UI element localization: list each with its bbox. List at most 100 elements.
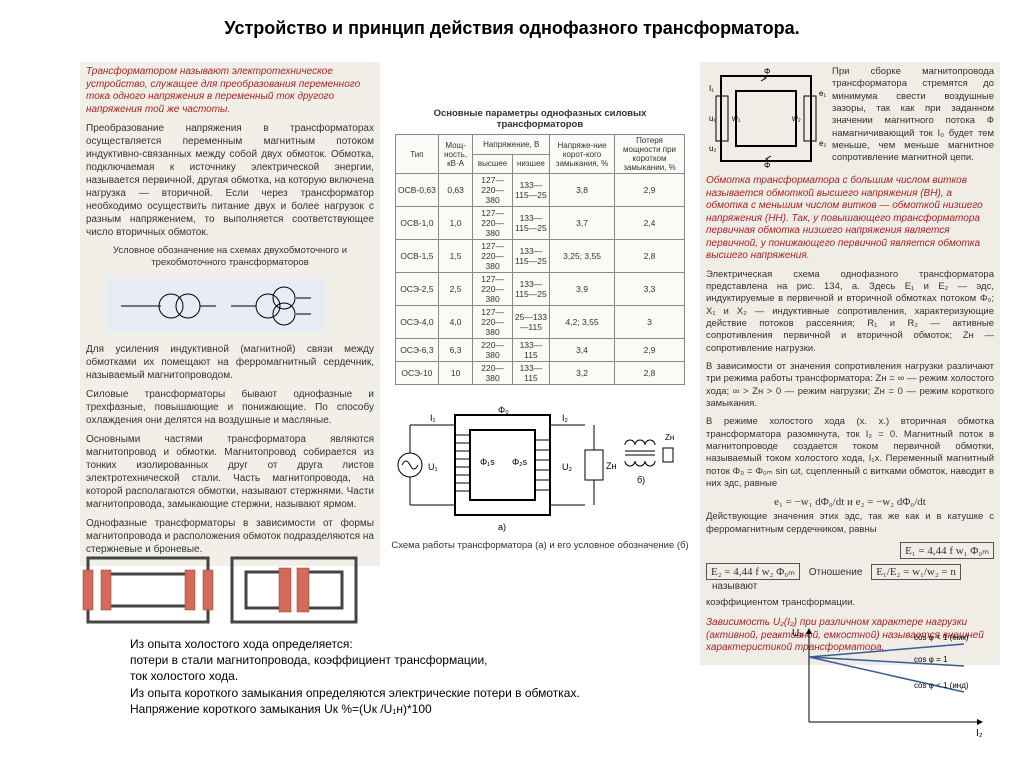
table-cell: 2,8 [615, 362, 685, 385]
svg-text:cos φ = 1: cos φ = 1 [914, 655, 948, 664]
symbol-caption: Условное обозначение на схемах двухобмот… [86, 245, 374, 270]
table-cell: 3,2 [550, 362, 615, 385]
page-title: Устройство и принцип действия однофазног… [0, 0, 1024, 47]
th-type: Тип [396, 135, 439, 174]
table-cell: 133—115—25 [512, 240, 549, 273]
table-cell: ОСЭ-4,0 [396, 306, 439, 339]
svg-text:Φ₁s: Φ₁s [480, 457, 495, 467]
table-cell: 133—115 [512, 339, 549, 362]
svg-text:а): а) [498, 522, 506, 532]
table-cell: 220—380 [473, 339, 512, 362]
svg-text:I₁: I₁ [430, 413, 436, 423]
th-lv: низшее [512, 154, 549, 174]
para-r5: Действующие значения этих эдс, так же ка… [706, 511, 994, 536]
th-voltage: Напряжение, В [473, 135, 550, 155]
svg-text:I₁: I₁ [709, 84, 714, 93]
ratio-label-a: Отношение [809, 567, 863, 578]
definition-red: Трансформатором называют электротехничес… [86, 66, 374, 116]
svg-text:e₂: e₂ [819, 139, 826, 148]
svg-text:cos φ < 1 (инд): cos φ < 1 (инд) [914, 681, 969, 690]
para-r2: Электрическая схема однофазного трансфор… [706, 269, 994, 355]
th-hv: высшее [473, 154, 512, 174]
table-cell: 2,9 [615, 339, 685, 362]
params-table: Тип Мощ-ность, кВ·А Напряжение, В Напряж… [395, 134, 685, 385]
note-l2: потери в стали магнитопровода, коэффицие… [130, 652, 600, 668]
table-cell: 3,8 [550, 174, 615, 207]
table-cell: 127—220—380 [473, 240, 512, 273]
svg-text:I₂: I₂ [976, 728, 983, 739]
table-cell: ОСВ-0,63 [396, 174, 439, 207]
svg-text:u₂: u₂ [709, 144, 717, 153]
table-cell: 127—220—380 [473, 207, 512, 240]
table-cell: 133—115—25 [512, 273, 549, 306]
svg-text:u₁: u₁ [709, 114, 716, 123]
table-row: ОСЭ-4,04,0127—220—38025—133—1154,2; 3,55… [396, 306, 685, 339]
column-middle: Основные параметры однофазных силовых тр… [390, 108, 690, 551]
note-l3: ток холостого хода. [130, 668, 600, 684]
red-hv-lv: Обмотка трансформатора с большим числом … [706, 175, 994, 263]
svg-text:Φ₀: Φ₀ [498, 405, 509, 415]
table-row: ОСВ-1,51,5127—220—380133—115—253,25; 3,5… [396, 240, 685, 273]
para-r1: При сборке магнитопровода трансформатора… [832, 66, 994, 165]
para-r7: коэффициентом трансформации. [706, 597, 994, 609]
table-cell: 6,3 [438, 339, 473, 362]
svg-text:I₂: I₂ [562, 413, 569, 423]
column-left: Трансформатором называют электротехничес… [80, 62, 380, 566]
table-cell: ОСЭ-10 [396, 362, 439, 385]
table-cell: 3,9 [550, 273, 615, 306]
svg-text:Zн: Zн [665, 433, 674, 442]
table-cell: 25—133—115 [512, 306, 549, 339]
formula-ratio: E₁/E₂ = w₁/w₂ = n [871, 564, 961, 580]
table-cell: 1,5 [438, 240, 473, 273]
note-l1: Из опыта холостого хода определяется: [130, 636, 600, 652]
table-cell: 127—220—380 [473, 174, 512, 207]
ratio-label-b: называют [712, 581, 757, 592]
table-cell: 1,0 [438, 207, 473, 240]
svg-text:б): б) [637, 475, 645, 485]
column-right: I₁ u₁ u₂ w₁ w₂ e₁ e₂ Φ Φ При сборке магн… [700, 62, 1000, 665]
para-1: Преобразование напряжения в трансформато… [86, 122, 374, 239]
table-cell: 127—220—380 [473, 273, 512, 306]
external-characteristic-graph: U₂ I₂ cos φ < 1 (емк) cos φ = 1 cos φ < … [784, 622, 994, 742]
para-2: Для усиления индуктивной (магнитной) свя… [86, 343, 374, 382]
table-row: ОСЭ-6,36,3220—380133—1153,42,9 [396, 339, 685, 362]
table-row: ОСЭ-2,52,5127—220—380133—115—253,93,3 [396, 273, 685, 306]
para-4: Основными частями трансформатора являютс… [86, 433, 374, 511]
table-cell: 133—115—25 [512, 207, 549, 240]
table-cell: 3,7 [550, 207, 615, 240]
note-l4: Из опыта короткого замыкания определяютс… [130, 685, 600, 701]
table-cell: 4,0 [438, 306, 473, 339]
svg-text:w₁: w₁ [731, 114, 741, 123]
th-ukz: Напряже-ние корот-кого замыкания, % [550, 135, 615, 174]
table-cell: 2,5 [438, 273, 473, 306]
svg-text:U₁: U₁ [428, 462, 438, 472]
table-cell: 3,25; 3,55 [550, 240, 615, 273]
table-cell: 2,8 [615, 240, 685, 273]
core-assembly-diagram: I₁ u₁ u₂ w₁ w₂ e₁ e₂ Φ Φ [706, 66, 826, 171]
para-r4: В режиме холостого хода (х. х.) вторична… [706, 416, 994, 490]
th-loss: Потеря мощности при коротком замыкании, … [615, 135, 685, 174]
th-power: Мощ-ность, кВ·А [438, 135, 473, 174]
table-cell: 220—380 [473, 362, 512, 385]
table-cell: 2,4 [615, 207, 685, 240]
svg-text:U₂: U₂ [792, 628, 803, 639]
transformer-symbols [106, 278, 326, 333]
bottom-notes: Из опыта холостого хода определяется: по… [130, 636, 600, 717]
table-cell: 133—115 [512, 362, 549, 385]
table-cell: ОСЭ-2,5 [396, 273, 439, 306]
note-l5: Напряжение короткого замыкания Uк %=(Uк … [130, 701, 600, 717]
formula-e2: E₂ = 4,44 f w₂ Φ₀ₘ [706, 563, 800, 580]
para-3: Силовые трансформаторы бывают однофазные… [86, 388, 374, 427]
schematic-caption: Схема работы трансформатора (а) и его ус… [390, 540, 690, 551]
table-cell: 10 [438, 362, 473, 385]
table-title: Основные параметры однофазных силовых тр… [390, 108, 690, 130]
table-cell: 3,4 [550, 339, 615, 362]
table-cell: ОСВ-1,5 [396, 240, 439, 273]
core-diagrams [78, 550, 370, 630]
table-cell: 3,3 [615, 273, 685, 306]
table-cell: 127—220—380 [473, 306, 512, 339]
formula-e1: E₁ = 4,44 f w₁ Φ₀ₘ [900, 542, 994, 559]
svg-text:w₂: w₂ [791, 114, 801, 123]
svg-text:Φ₂s: Φ₂s [512, 457, 528, 467]
table-cell: 0,63 [438, 174, 473, 207]
